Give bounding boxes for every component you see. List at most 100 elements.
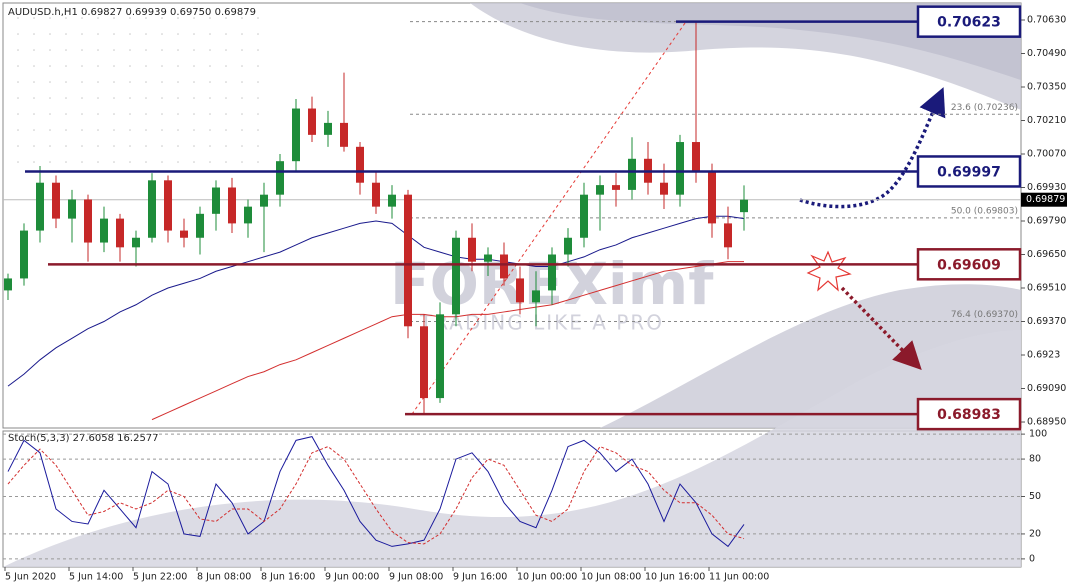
x-tick-label: 10 Jun 00:00 [517,572,577,583]
candle-body [20,230,28,279]
x-tick-label: 5 Jun 14:00 [69,572,123,583]
annotations [799,87,946,371]
candle-body [612,185,620,190]
y-tick-label: 0.70630 [1027,14,1066,25]
x-tick-label: 8 Jun 08:00 [197,572,251,583]
candle-body [132,237,140,248]
candle-body [36,182,44,231]
candle-body [516,278,524,303]
last-price-box [1021,192,1067,207]
candle-body [100,218,108,243]
level-label: 0.69609 [937,257,1001,273]
candle-body [628,158,636,190]
y-tick-label: 0.69650 [1027,249,1066,260]
candle-body [84,199,92,243]
candle-body [4,278,12,291]
y-tick-label: 0 [1029,553,1035,564]
y-tick-label: 0.6923 [1027,350,1060,361]
candle-body [452,237,460,315]
level-box [916,5,1022,38]
fib-trend [411,21,687,415]
candle-body [52,182,60,219]
candle-body [388,194,396,207]
moving-average [151,261,744,421]
level-box [916,397,1022,431]
candle-body [484,254,492,262]
candle-body [532,290,540,303]
x-tick-label: 11 Jun 00:00 [709,572,769,583]
candle-body [692,142,700,171]
plot-area [3,433,1021,560]
y-tick-label: 0.70070 [1027,148,1066,159]
candle-body [244,206,252,224]
y-tick-label: 0.70350 [1027,81,1066,92]
candle-body [212,187,220,214]
candle-body [324,122,332,135]
x-tick-label: 9 Jun 16:00 [453,572,507,583]
x-tick-label: 9 Jun 00:00 [325,572,379,583]
level-label: 0.70623 [937,15,1001,31]
fib-label: 50.0 (0.69803) [951,206,1018,216]
y-tick-label: 50 [1029,491,1041,502]
watermark: TRADING LIKE A PRO [419,311,664,335]
candle-body [68,199,76,219]
y-tick-label: 0.69930 [1027,182,1066,193]
x-tick-label: 9 Jun 08:00 [389,572,443,583]
x-tick-label: 5 Jun 22:00 [133,572,187,583]
y-tick-label: 0.70210 [1027,115,1066,126]
fib-label: 76.4 (0.69370) [951,310,1018,320]
x-tick-label: 10 Jun 16:00 [645,572,705,583]
candle-body [260,194,268,207]
candle-body [372,182,380,207]
candle-body [708,170,716,224]
candle-body [468,237,476,262]
level-label: 0.69997 [937,164,1001,180]
x-tick-label: 5 Jun 2020 [5,572,56,583]
level-box [916,155,1022,188]
candle-body [116,218,124,248]
candle-body [228,187,236,224]
candle-body [292,108,300,162]
stoch-title: Stoch(5,3,3) 27.6058 16.2577 [8,433,159,444]
candle-body [500,254,508,279]
y-tick-label: 0.69090 [1027,383,1066,394]
stoch-line [7,436,745,548]
candle-body [180,230,188,238]
candle-body [564,237,572,255]
candle-body [340,122,348,147]
last-price-label: 0.69879 [1026,194,1065,205]
candle-body [420,326,428,399]
level-box [916,248,1022,281]
background [2,2,1022,568]
candle-body [580,194,588,238]
y-tick-label: 0.70490 [1027,48,1066,59]
candle-body [740,199,748,213]
candle-body [596,185,604,195]
y-tick-label: 20 [1029,528,1041,539]
y-tick-label: 0.69370 [1027,316,1066,327]
candle-body [436,314,444,399]
candle-body [548,254,556,291]
y-tick-label: 80 [1029,454,1041,465]
y-tick-label: 100 [1029,429,1047,440]
price-title: AUDUSD.h,H1 0.69827 0.69939 0.69750 0.69… [8,7,256,18]
y-tick-label: 0.68950 [1027,417,1066,428]
x-tick-label: 8 Jun 16:00 [261,572,315,583]
candle-body [404,194,412,327]
y-tick-label: 0.69510 [1027,283,1066,294]
candle-body [676,142,684,195]
candle-body [660,182,668,195]
fib-label: 23.6 (0.70236) [951,103,1018,113]
candle-body [308,108,316,135]
stoch-line [7,445,745,545]
moving-average [7,215,745,387]
x-tick-label: 10 Jun 08:00 [581,572,641,583]
candle-body [276,161,284,195]
candle-body [724,223,732,248]
candle-body [164,180,172,231]
y-tick-label: 0.69790 [1027,216,1066,227]
candle-body [148,180,156,238]
candle-body [196,213,204,238]
